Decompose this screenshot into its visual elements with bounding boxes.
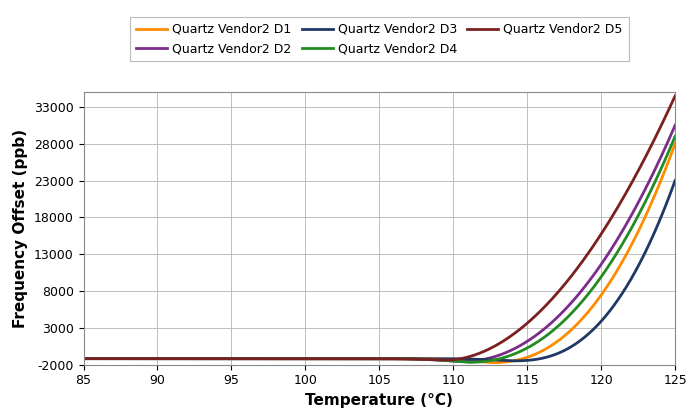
- Quartz Vendor2 D4: [140, 356, 148, 361]
- Quartz Vendor2 D4: [541, 334, 550, 339]
- Line: Quartz Vendor2 D5: Quartz Vendor2 D5: [84, 96, 675, 360]
- Quartz Vendor2 D3: [319, 356, 327, 361]
- Quartz Vendor2 D3: [541, 355, 550, 360]
- Quartz Vendor2 D1: [140, 356, 148, 361]
- Quartz Vendor2 D5: [552, 292, 560, 297]
- Quartz Vendor2 D4: [487, 358, 495, 363]
- Quartz Vendor2 D5: [79, 356, 88, 361]
- Quartz Vendor2 D2: [319, 356, 327, 361]
- Quartz Vendor2 D4: [464, 360, 473, 365]
- Quartz Vendor2 D2: [541, 326, 550, 331]
- Y-axis label: Frequency Offset (ppb): Frequency Offset (ppb): [13, 129, 29, 328]
- Quartz Vendor2 D2: [340, 356, 348, 361]
- Quartz Vendor2 D1: [319, 356, 327, 361]
- X-axis label: Temperature (°C): Temperature (°C): [306, 393, 453, 408]
- Quartz Vendor2 D3: [140, 356, 148, 361]
- Line: Quartz Vendor2 D1: Quartz Vendor2 D1: [84, 144, 675, 363]
- Quartz Vendor2 D2: [552, 316, 560, 321]
- Quartz Vendor2 D5: [671, 93, 679, 98]
- Quartz Vendor2 D1: [541, 347, 550, 352]
- Quartz Vendor2 D2: [457, 359, 465, 364]
- Quartz Vendor2 D3: [671, 178, 679, 183]
- Quartz Vendor2 D3: [79, 356, 88, 361]
- Quartz Vendor2 D1: [671, 141, 679, 146]
- Quartz Vendor2 D5: [442, 357, 450, 362]
- Line: Quartz Vendor2 D4: Quartz Vendor2 D4: [84, 136, 675, 362]
- Quartz Vendor2 D1: [340, 356, 348, 361]
- Quartz Vendor2 D2: [140, 356, 148, 361]
- Quartz Vendor2 D2: [79, 356, 88, 361]
- Line: Quartz Vendor2 D3: Quartz Vendor2 D3: [84, 181, 675, 361]
- Quartz Vendor2 D2: [671, 123, 679, 128]
- Quartz Vendor2 D1: [487, 360, 495, 365]
- Quartz Vendor2 D3: [340, 356, 348, 361]
- Quartz Vendor2 D5: [487, 346, 495, 351]
- Quartz Vendor2 D5: [319, 356, 327, 361]
- Quartz Vendor2 D1: [552, 340, 560, 345]
- Legend: Quartz Vendor2 D1, Quartz Vendor2 D2, Quartz Vendor2 D3, Quartz Vendor2 D4, Quar: Quartz Vendor2 D1, Quartz Vendor2 D2, Qu…: [129, 17, 629, 62]
- Quartz Vendor2 D4: [552, 326, 560, 331]
- Quartz Vendor2 D4: [79, 356, 88, 361]
- Quartz Vendor2 D5: [340, 356, 348, 361]
- Quartz Vendor2 D4: [319, 356, 327, 361]
- Quartz Vendor2 D4: [340, 356, 348, 361]
- Quartz Vendor2 D2: [487, 355, 495, 360]
- Quartz Vendor2 D4: [671, 134, 679, 139]
- Quartz Vendor2 D1: [486, 360, 494, 365]
- Quartz Vendor2 D1: [79, 356, 88, 361]
- Quartz Vendor2 D3: [552, 352, 560, 357]
- Quartz Vendor2 D3: [509, 358, 517, 363]
- Quartz Vendor2 D5: [541, 303, 550, 308]
- Line: Quartz Vendor2 D2: Quartz Vendor2 D2: [84, 125, 675, 362]
- Quartz Vendor2 D3: [486, 357, 494, 362]
- Quartz Vendor2 D5: [140, 356, 148, 361]
